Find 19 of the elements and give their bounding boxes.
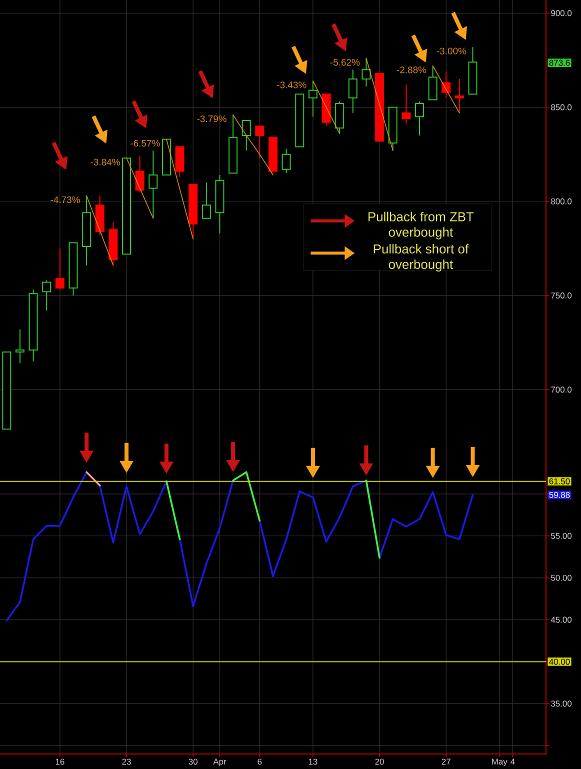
ref-line-label: 61.50 — [549, 478, 570, 484]
x-tick-label: 6 — [258, 758, 262, 765]
x-tick-label: 16 — [56, 758, 64, 765]
candlestick — [42, 280, 52, 312]
x-tick-label: 27 — [442, 758, 450, 765]
candlestick — [15, 328, 24, 364]
y-tick-label: 35.00 — [551, 700, 572, 707]
y-tick-label: 50.00 — [551, 574, 572, 581]
ref-line-label: 40.00 — [549, 658, 570, 665]
x-tick-label: Apr — [213, 758, 226, 766]
x-tick-label: 30 — [188, 758, 198, 765]
x-tick-label: 20 — [375, 758, 384, 765]
x-tick-label: 23 — [122, 758, 131, 765]
y-tick-label: 45.00 — [550, 616, 572, 623]
x-tick-label: 4 — [510, 758, 515, 765]
x-tick-label: 13 — [308, 758, 318, 765]
annotation: 59.88 — [549, 492, 570, 498]
x-tick-label: May — [492, 758, 508, 766]
y-tick-label: 55.00 — [551, 532, 572, 539]
